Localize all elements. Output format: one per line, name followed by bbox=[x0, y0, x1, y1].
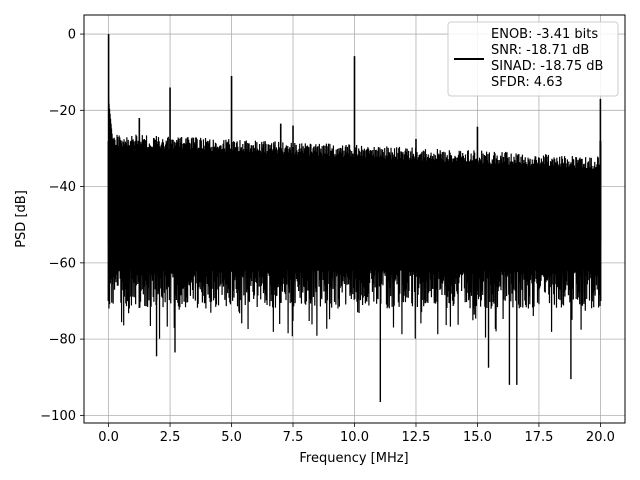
y-tick-label: −40 bbox=[49, 180, 76, 195]
legend-entry-sinad: SINAD: -18.75 dB bbox=[491, 59, 603, 74]
legend-entry-enob: ENOB: -3.41 bits bbox=[491, 27, 598, 42]
x-tick-label: 10.0 bbox=[340, 430, 369, 445]
x-tick-label: 2.5 bbox=[160, 430, 181, 445]
legend-box bbox=[447, 21, 619, 97]
x-tick-label: 0.0 bbox=[98, 430, 119, 445]
y-tick-label: 0 bbox=[68, 28, 76, 43]
y-axis-ticks: 0 −20 −40 −60 −80 −100 bbox=[40, 28, 84, 424]
y-axis-label: PSD [dB] bbox=[14, 190, 29, 248]
psd-noise-line bbox=[107, 98, 602, 339]
legend-entry-snr: SNR: -18.71 dB bbox=[491, 43, 589, 58]
x-tick-label: 20.0 bbox=[586, 430, 615, 445]
x-tick-label: 5.0 bbox=[221, 430, 242, 445]
x-tick-label: 15.0 bbox=[463, 430, 492, 445]
x-axis-label: Frequency [MHz] bbox=[299, 451, 408, 466]
psd-trace-group bbox=[107, 34, 602, 403]
legend: ENOB: -3.41 bits SNR: -18.71 dB SINAD: -… bbox=[447, 21, 619, 97]
y-tick-label: −20 bbox=[49, 104, 76, 119]
y-tick-label: −80 bbox=[49, 333, 76, 348]
y-tick-label: −100 bbox=[40, 409, 76, 424]
y-tick-label: −60 bbox=[49, 256, 76, 271]
x-tick-label: 17.5 bbox=[524, 430, 553, 445]
x-axis-ticks: 0.0 2.5 5.0 7.5 10.0 12.5 15.0 17.5 20.0 bbox=[98, 423, 615, 445]
x-tick-label: 7.5 bbox=[283, 430, 304, 445]
x-tick-label: 12.5 bbox=[402, 430, 431, 445]
legend-entry-sfdr: SFDR: 4.63 bbox=[491, 75, 563, 90]
